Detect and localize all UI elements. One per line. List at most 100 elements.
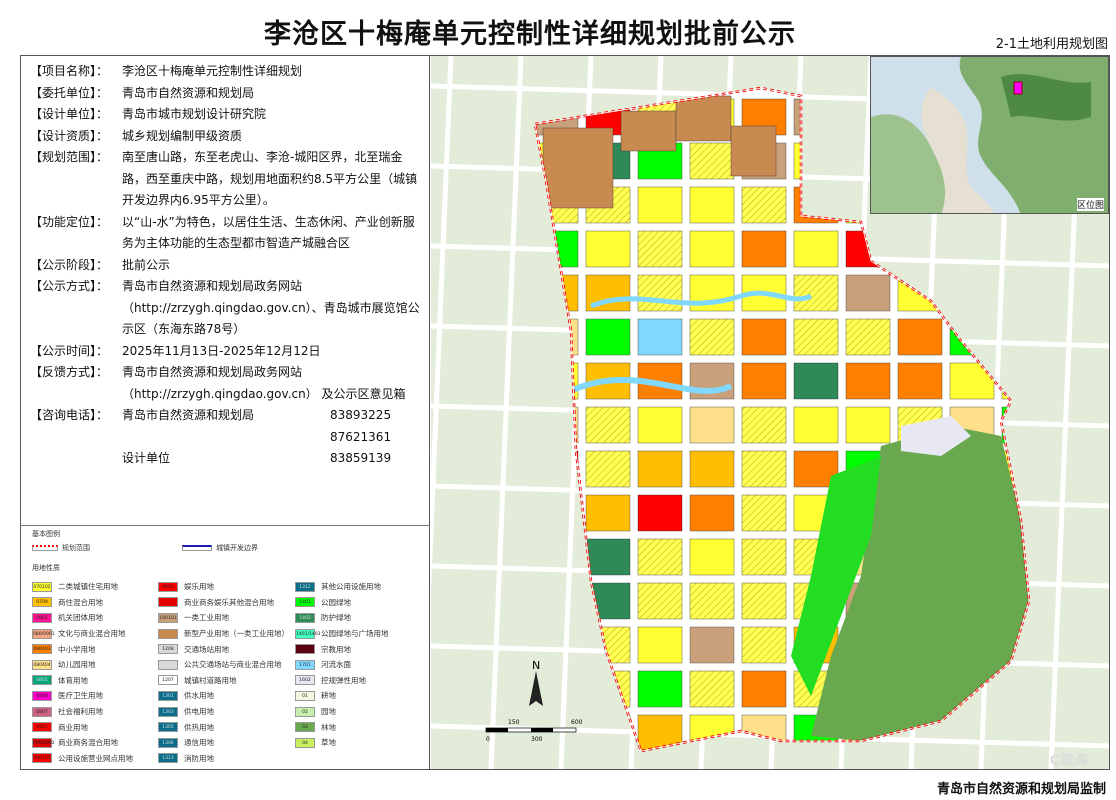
legend-swatch: 1701 (295, 659, 315, 670)
legend-label: 城镇村道路用地 (184, 675, 237, 685)
legend-swatch: 1208 (158, 644, 178, 655)
info-label: 【设计单位】： (30, 107, 109, 121)
legend-swatch: 03 (295, 722, 315, 733)
legend-swatch (295, 644, 315, 655)
legend-swatch: 1602 (295, 675, 315, 686)
legend-label: 公用设施营业网点用地 (58, 753, 133, 763)
info-label: 【功能定位】： (30, 214, 109, 229)
land-parcel (741, 670, 787, 708)
legend-swatch: 0807 (32, 706, 52, 717)
legend-swatch: 1303 (158, 706, 178, 717)
scale-bar-seg (486, 728, 508, 732)
scale-bar-seg (531, 728, 553, 732)
legend-swatch: 1401/1403 (295, 628, 320, 639)
land-parcel (585, 230, 631, 268)
land-parcel (689, 582, 735, 620)
legend-item: 1207 城镇村道路用地 (158, 673, 289, 689)
land-parcel (689, 186, 735, 224)
legend-item: 0807 社会福利用地 (32, 704, 133, 720)
info-value: 城乡规划编制甲级资质 (122, 128, 243, 143)
land-parcel (689, 450, 735, 488)
legend-swatch: 0801 (32, 612, 52, 623)
legend-swatch: 080/0901 (32, 628, 55, 639)
land-parcel (585, 318, 631, 356)
watermark: C观海 (1049, 753, 1088, 769)
land-parcel (741, 186, 787, 224)
legend-item: 1301 供水用地 (158, 688, 289, 704)
legend-basic-title: 基本图例 (32, 530, 60, 538)
legend-swatch (158, 597, 178, 608)
legend-item: 080/0901 文化与商业混合用地 (32, 626, 133, 642)
legend-item: 1602 控规弹性用地 (295, 673, 389, 689)
land-parcel (689, 626, 735, 664)
location-inset-map: 区位图 (870, 56, 1109, 214)
land-parcel (637, 318, 683, 356)
frame (20, 55, 1110, 770)
legend-label: 社会福利用地 (58, 707, 103, 717)
legend-swatch: 090/0902 (32, 737, 55, 748)
land-parcel (637, 406, 683, 444)
legend-label: 中小学用地 (58, 644, 96, 654)
scale-label: 0 (486, 736, 490, 743)
scale-bar: 0 150 300 600 (485, 719, 583, 743)
legend-item: 0901 商业用地 (32, 719, 133, 735)
boundary-inner (534, 87, 1030, 752)
land-parcel (845, 362, 891, 400)
legend-label: 公共交通场站与商业混合用地 (184, 660, 282, 670)
scale-label: 600 (571, 719, 583, 726)
info-row: 【公示阶段】： 批前公示 (30, 255, 420, 277)
legend-label: 消防用地 (184, 753, 214, 763)
legend-item: 1208 交通场站用地 (158, 641, 289, 657)
land-parcel (741, 230, 787, 268)
north-label: N (532, 659, 540, 672)
consult-tel: 83859139 (330, 451, 392, 465)
legend-label: 园地 (321, 707, 336, 717)
land-parcel (741, 406, 787, 444)
industrial-parcel (542, 127, 614, 209)
legend-label: 控规弹性用地 (321, 675, 366, 685)
land-parcel (637, 670, 683, 708)
legend-label: 通信用地 (184, 738, 214, 748)
land-parcel (793, 274, 839, 312)
legend-swatch: 0805 (32, 675, 52, 686)
land-parcel (585, 538, 631, 576)
info-label: 【公示方式】： (30, 279, 109, 293)
legend-item: 1305 供热用地 (158, 719, 289, 735)
legend-swatch: 0903 (158, 581, 178, 592)
consult-phones: 【咨询电话】： 青岛市自然资源和规划局 83893225 87621361 设计单位 83… (30, 405, 420, 470)
legend-label: 其他公用设施用地 (321, 582, 381, 592)
legend-label: 商业用地 (58, 722, 88, 732)
legend-label: 供热用地 (184, 722, 214, 732)
legend-dev-boundary: 城镇开发边界 (216, 544, 258, 552)
legend-item: 公共交通场站与商业混合用地 (158, 657, 289, 673)
land-parcel (845, 274, 891, 312)
info-label: 【公示阶段】： (30, 257, 109, 272)
info-value: 2025年11月13日-2025年12月12日 (122, 343, 321, 358)
land-parcel (585, 450, 631, 488)
land-parcel (689, 230, 735, 268)
legend: 基本图例 规划范围 城镇开发边界 用地性质 070102 二类城镇住宅用地 0709… (32, 529, 427, 764)
dev-boundary-line-icon (182, 545, 212, 551)
info-row: 【设计单位】： 青岛市城市规划设计研究院 (30, 104, 420, 126)
consult-name: 青岛市自然资源和规划局 (122, 408, 255, 422)
legend-swatch: 02 (295, 706, 315, 717)
legend-label: 文化与商业混合用地 (58, 629, 126, 639)
land-parcel (897, 318, 943, 356)
legend-item: 090105 公用设施营业网点用地 (32, 751, 133, 767)
legend-item: 1402 防护绿地 (295, 610, 389, 626)
map-subtitle: 2-1土地利用规划图 (995, 37, 1108, 52)
legend-swatch: 0709 (32, 597, 52, 608)
land-parcel (585, 494, 631, 532)
scale-label: 150 (508, 719, 520, 726)
location-marker (1013, 81, 1023, 95)
forest-land (811, 426, 1029, 741)
land-parcel (585, 406, 631, 444)
land-parcel (793, 230, 839, 268)
land-parcel (741, 582, 787, 620)
legend-label: 宗教用地 (321, 644, 351, 654)
legend-swatch: 0901 (32, 722, 52, 733)
land-parcel (689, 318, 735, 356)
land-use-map[interactable]: N 0 150 300 600 (431, 56, 1109, 769)
legend-swatch: 1313 (158, 753, 178, 764)
legend-item: 新型产业用地（一类工业用地） (158, 626, 289, 642)
